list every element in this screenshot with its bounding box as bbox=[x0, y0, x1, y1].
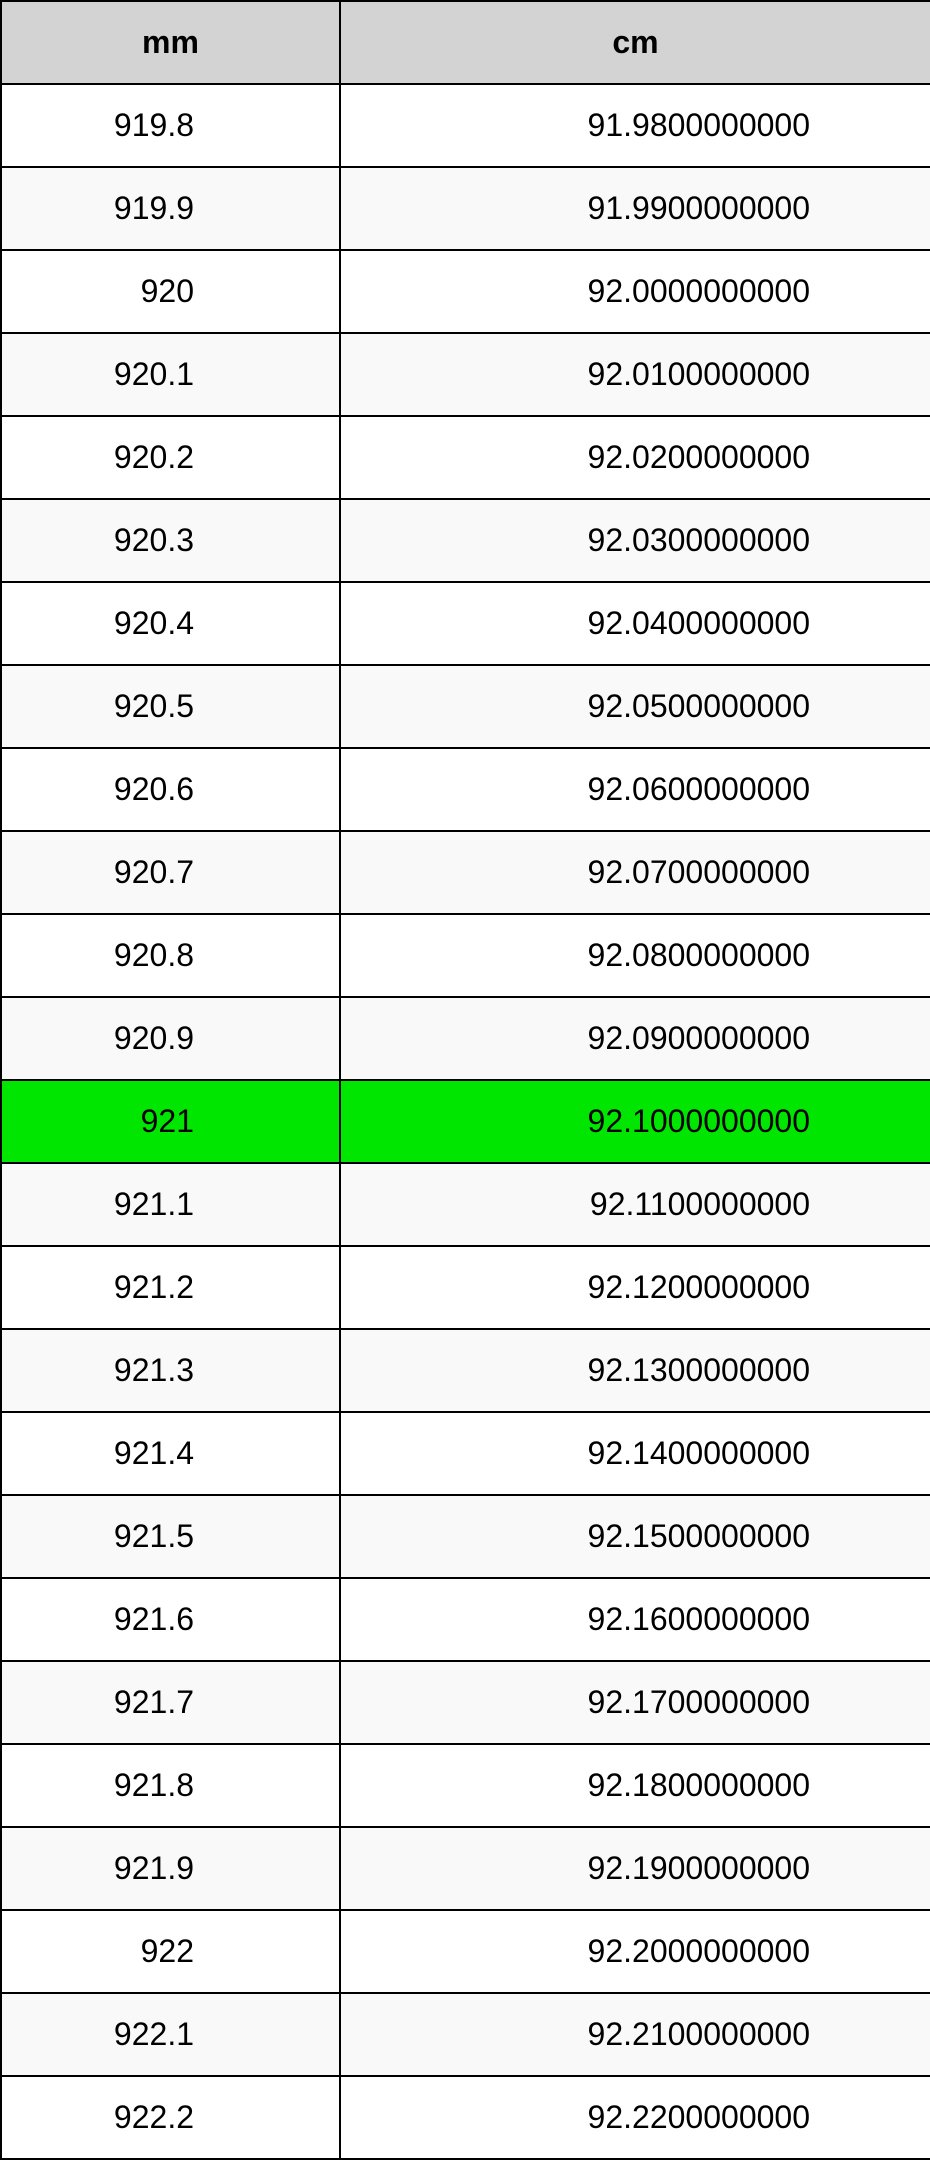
conversion-table: mm cm 919.891.9800000000919.991.99000000… bbox=[0, 0, 930, 2160]
cm-cell: 92.0200000000 bbox=[340, 416, 930, 499]
table-row: 920.592.0500000000 bbox=[1, 665, 930, 748]
table-header-row: mm cm bbox=[1, 1, 930, 84]
mm-cell: 921.8 bbox=[1, 1744, 340, 1827]
mm-cell: 920.7 bbox=[1, 831, 340, 914]
mm-cell: 921.6 bbox=[1, 1578, 340, 1661]
cm-cell: 92.2000000000 bbox=[340, 1910, 930, 1993]
mm-cell: 921.9 bbox=[1, 1827, 340, 1910]
cm-cell: 92.1300000000 bbox=[340, 1329, 930, 1412]
table-row: 921.492.1400000000 bbox=[1, 1412, 930, 1495]
mm-cell: 920.3 bbox=[1, 499, 340, 582]
cm-cell: 92.2100000000 bbox=[340, 1993, 930, 2076]
mm-cell: 920.6 bbox=[1, 748, 340, 831]
table-row: 920.992.0900000000 bbox=[1, 997, 930, 1080]
column-header-cm: cm bbox=[340, 1, 930, 84]
cm-cell: 92.0000000000 bbox=[340, 250, 930, 333]
cm-cell: 92.0900000000 bbox=[340, 997, 930, 1080]
table-row: 921.792.1700000000 bbox=[1, 1661, 930, 1744]
table-row: 921.692.1600000000 bbox=[1, 1578, 930, 1661]
table-row: 921.992.1900000000 bbox=[1, 1827, 930, 1910]
table-row: 919.891.9800000000 bbox=[1, 84, 930, 167]
table-row: 921.192.1100000000 bbox=[1, 1163, 930, 1246]
mm-cell: 921.4 bbox=[1, 1412, 340, 1495]
mm-cell: 919.9 bbox=[1, 167, 340, 250]
cm-cell: 92.0700000000 bbox=[340, 831, 930, 914]
table-row: 920.492.0400000000 bbox=[1, 582, 930, 665]
cm-cell: 92.1200000000 bbox=[340, 1246, 930, 1329]
cm-cell: 92.1700000000 bbox=[340, 1661, 930, 1744]
table-row: 920.892.0800000000 bbox=[1, 914, 930, 997]
cm-cell: 92.1600000000 bbox=[340, 1578, 930, 1661]
cm-cell: 92.0300000000 bbox=[340, 499, 930, 582]
table-row: 921.592.1500000000 bbox=[1, 1495, 930, 1578]
table-row: 922.292.2200000000 bbox=[1, 2076, 930, 2159]
cm-cell: 91.9800000000 bbox=[340, 84, 930, 167]
cm-cell: 91.9900000000 bbox=[340, 167, 930, 250]
table-row: 92192.1000000000 bbox=[1, 1080, 930, 1163]
mm-cell: 920 bbox=[1, 250, 340, 333]
mm-cell: 921.1 bbox=[1, 1163, 340, 1246]
table-row: 920.392.0300000000 bbox=[1, 499, 930, 582]
mm-cell: 921.2 bbox=[1, 1246, 340, 1329]
cm-cell: 92.1100000000 bbox=[340, 1163, 930, 1246]
cm-cell: 92.0500000000 bbox=[340, 665, 930, 748]
mm-cell: 920.8 bbox=[1, 914, 340, 997]
mm-cell: 921.3 bbox=[1, 1329, 340, 1412]
mm-cell: 919.8 bbox=[1, 84, 340, 167]
column-header-mm: mm bbox=[1, 1, 340, 84]
cm-cell: 92.1800000000 bbox=[340, 1744, 930, 1827]
cm-cell: 92.1900000000 bbox=[340, 1827, 930, 1910]
mm-cell: 922.2 bbox=[1, 2076, 340, 2159]
table-body: 919.891.9800000000919.991.99000000009209… bbox=[1, 84, 930, 2159]
mm-cell: 920.4 bbox=[1, 582, 340, 665]
table-row: 92292.2000000000 bbox=[1, 1910, 930, 1993]
table-row: 920.692.0600000000 bbox=[1, 748, 930, 831]
mm-cell: 921.7 bbox=[1, 1661, 340, 1744]
table-row: 921.292.1200000000 bbox=[1, 1246, 930, 1329]
cm-cell: 92.0600000000 bbox=[340, 748, 930, 831]
cm-cell: 92.2200000000 bbox=[340, 2076, 930, 2159]
table-row: 919.991.9900000000 bbox=[1, 167, 930, 250]
table-row: 920.792.0700000000 bbox=[1, 831, 930, 914]
cm-cell: 92.1000000000 bbox=[340, 1080, 930, 1163]
mm-cell: 920.1 bbox=[1, 333, 340, 416]
mm-cell: 922.1 bbox=[1, 1993, 340, 2076]
table-row: 920.192.0100000000 bbox=[1, 333, 930, 416]
table-row: 92092.0000000000 bbox=[1, 250, 930, 333]
cm-cell: 92.1400000000 bbox=[340, 1412, 930, 1495]
table-row: 922.192.2100000000 bbox=[1, 1993, 930, 2076]
cm-cell: 92.1500000000 bbox=[340, 1495, 930, 1578]
table-row: 921.892.1800000000 bbox=[1, 1744, 930, 1827]
cm-cell: 92.0100000000 bbox=[340, 333, 930, 416]
mm-cell: 920.5 bbox=[1, 665, 340, 748]
mm-cell: 921 bbox=[1, 1080, 340, 1163]
mm-cell: 922 bbox=[1, 1910, 340, 1993]
table-row: 921.392.1300000000 bbox=[1, 1329, 930, 1412]
mm-cell: 921.5 bbox=[1, 1495, 340, 1578]
table-row: 920.292.0200000000 bbox=[1, 416, 930, 499]
cm-cell: 92.0800000000 bbox=[340, 914, 930, 997]
cm-cell: 92.0400000000 bbox=[340, 582, 930, 665]
mm-cell: 920.2 bbox=[1, 416, 340, 499]
mm-cell: 920.9 bbox=[1, 997, 340, 1080]
